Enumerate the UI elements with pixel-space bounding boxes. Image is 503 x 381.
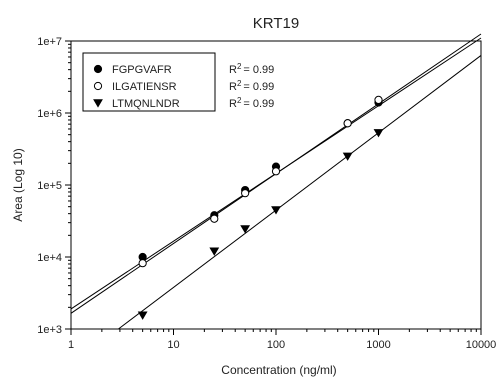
y-axis-label: Area (Log 10) [11, 148, 25, 221]
y-tick-label: 1e+6 [37, 108, 62, 120]
data-point [373, 129, 384, 138]
x-tick-label: 1 [68, 339, 74, 351]
data-point [137, 311, 148, 320]
y-tick-label: 1e+3 [37, 324, 62, 336]
data-point [241, 189, 250, 198]
x-tick-label: 10000 [466, 339, 497, 351]
axis-ticks: 1 10 100 1000 10000 1e+3 1e+4 1e+5 1e+6 1e+7 [37, 36, 496, 351]
r2-annotation: R2 = 0.99 [229, 96, 274, 110]
data-point [209, 247, 220, 256]
legend-label: ILGATIENSR [112, 81, 177, 93]
data-point [271, 167, 281, 176]
data-point [342, 152, 353, 161]
x-tick-label: 100 [267, 339, 285, 351]
r2-annotation: R2 = 0.99 [229, 62, 274, 76]
legend-marker [93, 99, 103, 108]
legend: FGPGVAFR R2 = 0.99 ILGATIENSR R2 = 0.99 LTMQNL… [82, 52, 274, 112]
y-tick-label: 1e+4 [37, 252, 62, 264]
legend-label: LTMQNLNDR [112, 98, 180, 110]
fit-line [118, 55, 482, 330]
chart-title: KRT19 [253, 15, 299, 32]
legend-marker [93, 64, 103, 74]
legend-marker [93, 81, 103, 91]
data-points [137, 95, 384, 320]
data-point [240, 225, 251, 234]
x-tick-label: 1000 [366, 339, 390, 351]
x-axis-label: Concentration (ng/ml) [221, 363, 336, 377]
data-point [210, 214, 219, 223]
r2-annotation: R2 = 0.99 [229, 79, 274, 93]
y-tick-label: 1e+7 [37, 36, 62, 48]
legend-box [82, 52, 216, 112]
data-point [343, 119, 352, 128]
legend-label: FGPGVAFR [112, 64, 172, 76]
x-tick-label: 10 [167, 339, 179, 351]
data-point [271, 206, 281, 215]
y-tick-label: 1e+5 [37, 180, 62, 192]
data-point [374, 95, 383, 105]
data-point [138, 259, 147, 268]
